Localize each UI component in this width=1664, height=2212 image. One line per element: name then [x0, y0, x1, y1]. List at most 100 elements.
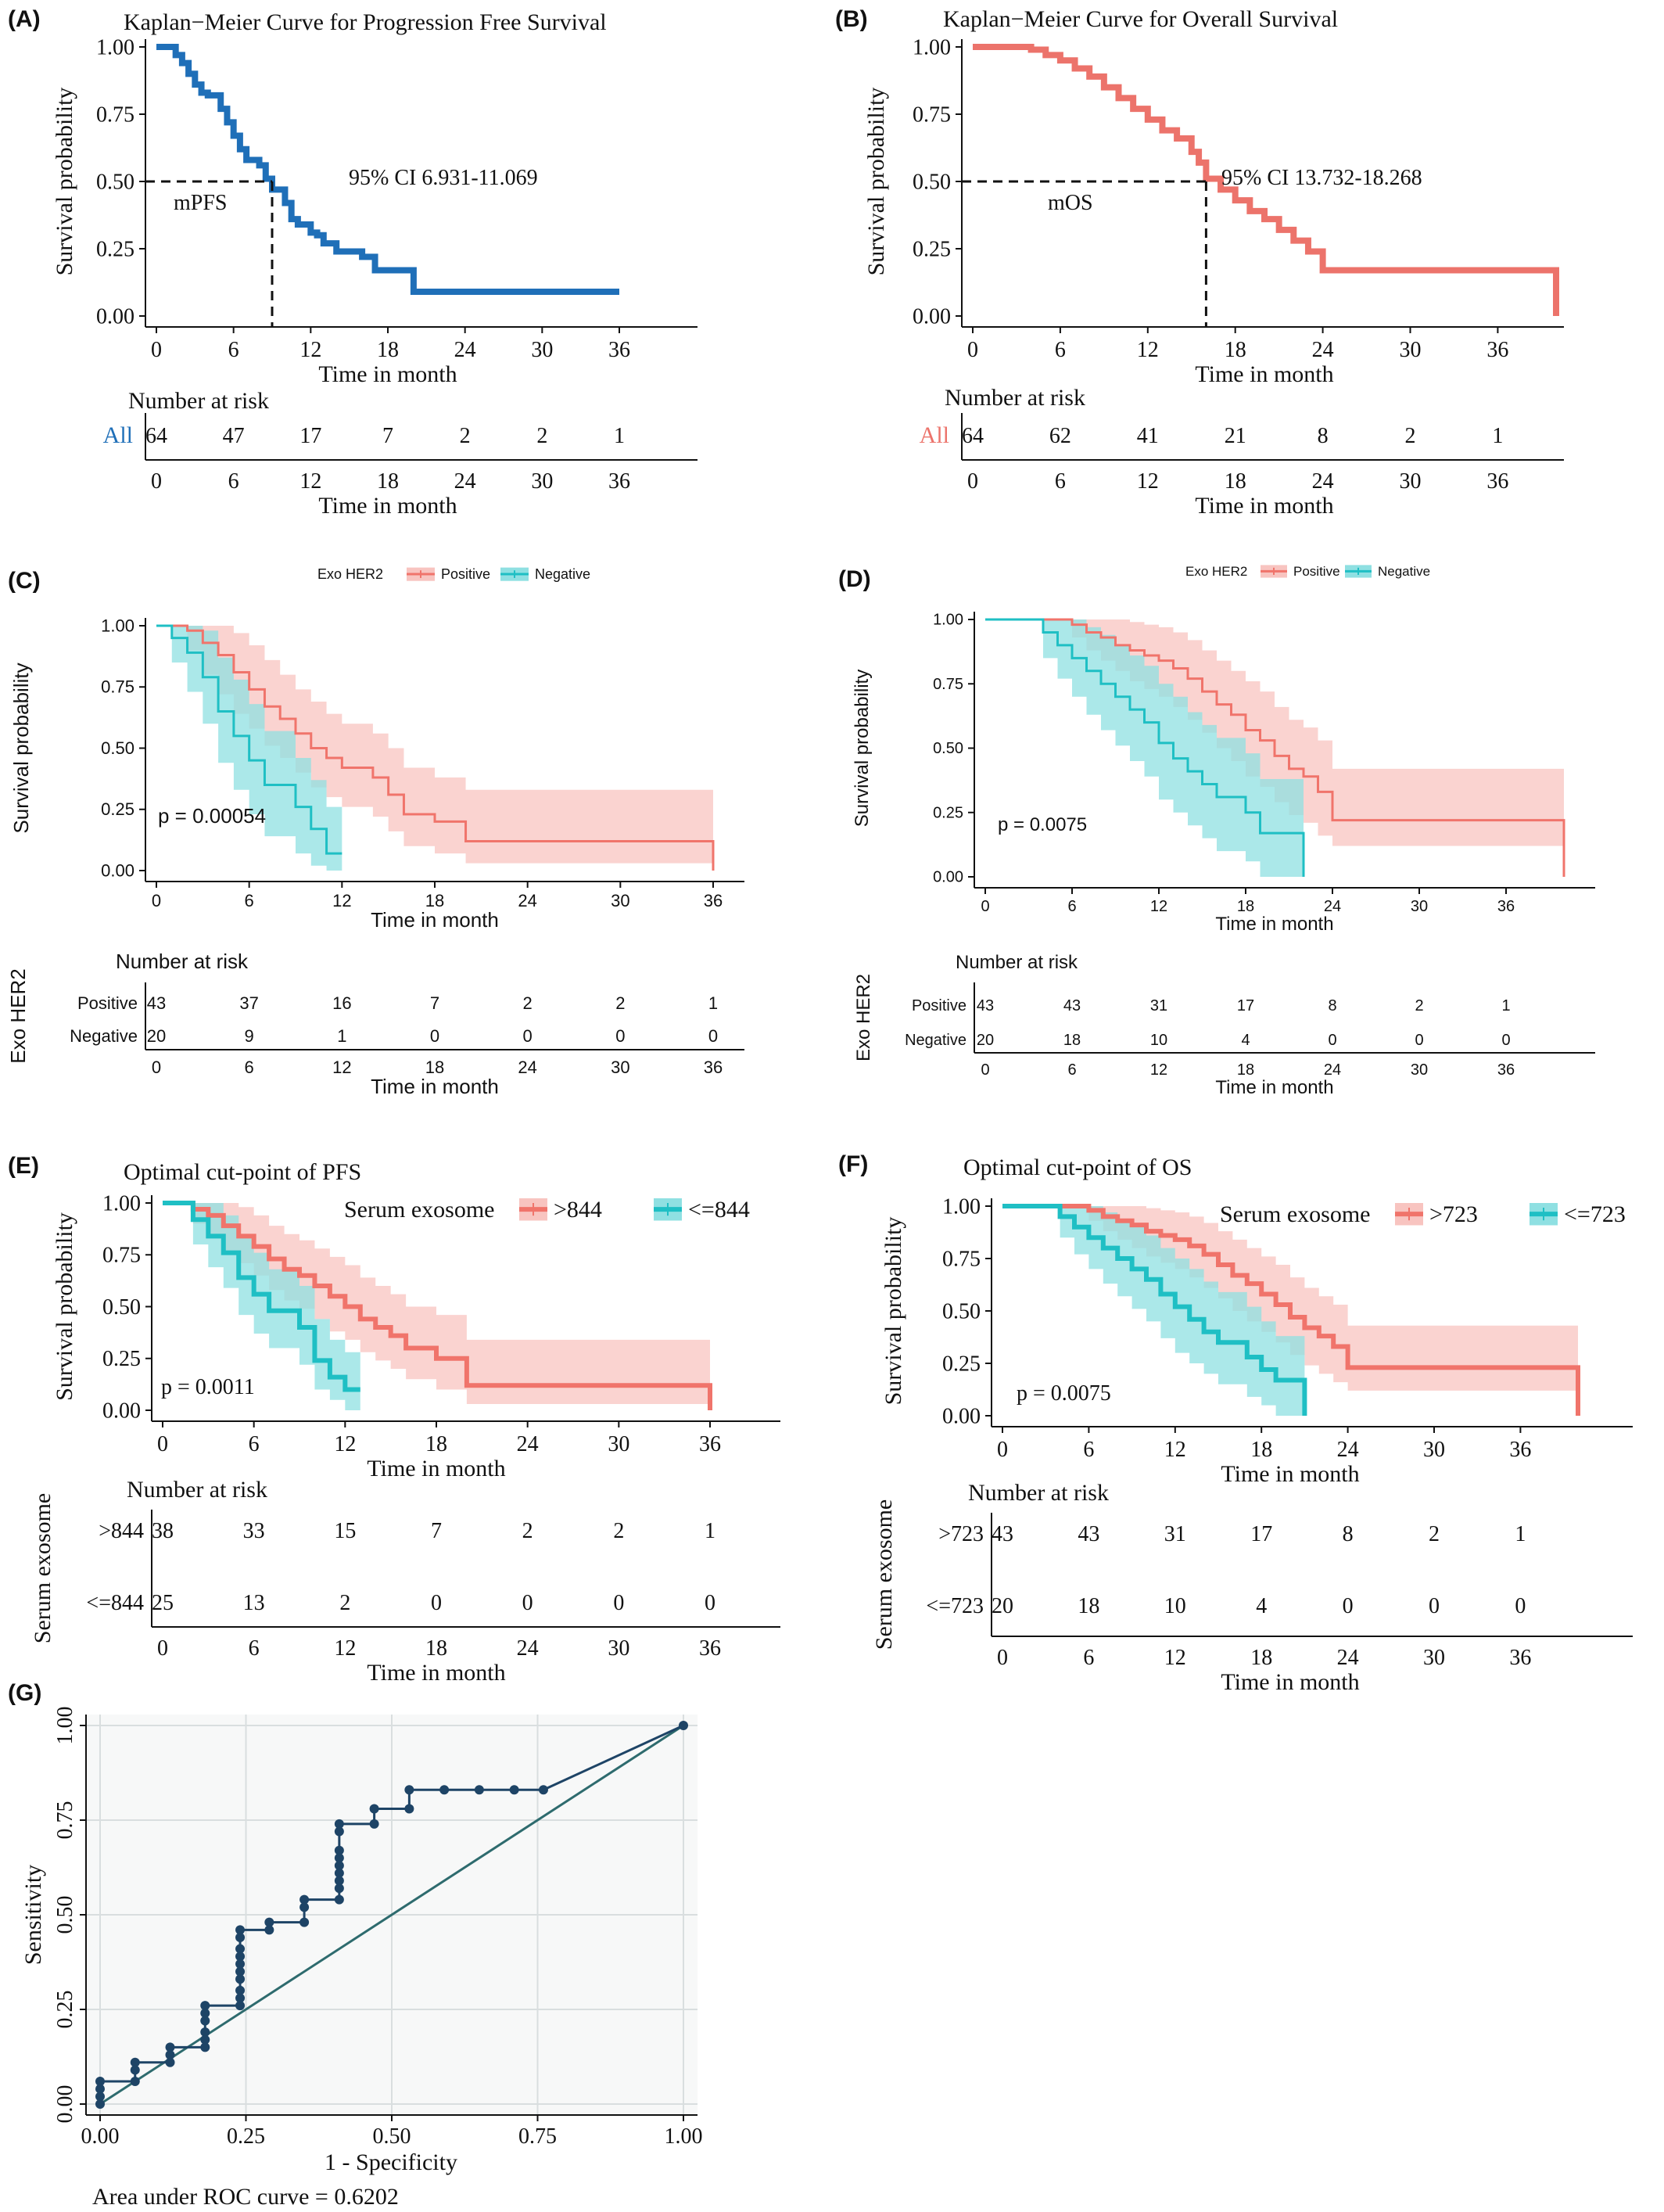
risk-table-title: Number at risk: [945, 385, 1085, 411]
risk-time-label: 12: [1137, 469, 1159, 494]
roc-point: [299, 1894, 310, 1905]
risk-time-label: 36: [704, 1058, 723, 1077]
y-tick-label: 0.00: [101, 860, 134, 880]
roc-point: [334, 1853, 344, 1863]
risk-time-label: 36: [1497, 1061, 1515, 1079]
x-tick-label: 24: [1312, 338, 1334, 362]
survival-curve-all_pfs: [156, 44, 619, 296]
panel-c: (C) Exo HER2 Positive Negative 0.00 0.25 0.50 0…: [6, 566, 744, 1098]
x-tick-label: 0: [997, 1438, 1008, 1462]
risk-time-label: 30: [1400, 469, 1422, 494]
risk-count: 1: [705, 1519, 715, 1543]
roc-point: [235, 1959, 246, 1969]
survival-curve-pos: [163, 1201, 712, 1410]
y-tick-label: 0.75: [913, 102, 951, 127]
x-tick-label: 0: [981, 898, 989, 915]
panel-e: (E) Optimal cut-point of PFS Serum exosome…: [8, 1153, 780, 1686]
survival-curve-pos: [156, 624, 715, 871]
p-value: p = 0.00054: [158, 804, 266, 828]
risk-count: 8: [1328, 997, 1336, 1014]
risk-count: 20: [977, 1032, 994, 1049]
risk-count: 2: [1405, 424, 1416, 448]
roc-point: [235, 2001, 246, 2011]
roc-point: [334, 1883, 344, 1894]
chart-title: Kaplan−Meier Curve for Progression Free …: [124, 9, 607, 35]
y-tick-label: 0.00: [913, 304, 951, 329]
risk-count: 21: [1225, 424, 1246, 448]
risk-count: 0: [1343, 1594, 1354, 1618]
x-tick-label: 30: [531, 338, 553, 362]
y-tick-label: 0.75: [933, 676, 963, 693]
roc-point: [200, 2016, 210, 2026]
risk-row-label: Negative: [70, 1026, 138, 1046]
x-tick-label: 18: [1237, 898, 1254, 915]
y-axis-label: Survival probability: [852, 670, 873, 827]
roc-point: [235, 1966, 246, 1977]
x-tick-label: 12: [299, 338, 321, 362]
chart-title: Kaplan−Meier Curve for Overall Survival: [943, 6, 1338, 32]
risk-count: 0: [1515, 1594, 1526, 1618]
risk-count: 2: [522, 1519, 533, 1543]
survival-curve-neg: [163, 1201, 360, 1392]
risk-count: 1: [1515, 1522, 1526, 1546]
risk-time-label: 18: [1250, 1646, 1272, 1670]
x-tick-label: 12: [332, 891, 351, 910]
risk-count: 0: [523, 1026, 533, 1046]
y-tick-label: 0.00: [102, 1399, 141, 1423]
roc-point: [334, 1845, 344, 1855]
ci-band-neg: [1002, 1206, 1305, 1416]
x-tick-label: 30: [1423, 1438, 1445, 1462]
risk-time-label: 6: [1055, 469, 1066, 494]
risk-count: 31: [1164, 1522, 1186, 1546]
roc-point: [235, 1944, 246, 1954]
x-tick-label: 24: [518, 891, 536, 910]
ci-band-pos: [163, 1203, 710, 1410]
x-axis-label: Time in month: [318, 361, 457, 387]
risk-count: 64: [145, 424, 167, 448]
roc-point: [235, 1985, 246, 1995]
risk-count: 0: [613, 1591, 624, 1615]
risk-time-label: 12: [1150, 1061, 1167, 1079]
risk-count: 2: [1429, 1522, 1440, 1546]
x-tick-label: 12: [1164, 1438, 1186, 1462]
risk-count: 17: [299, 424, 321, 448]
x-tick-label: 18: [425, 1432, 447, 1456]
risk-count: 13: [243, 1591, 265, 1615]
legend-title: Serum exosome: [344, 1197, 494, 1223]
risk-time-label: 18: [425, 1058, 444, 1077]
survival-curve-pos: [1002, 1204, 1580, 1416]
y-tick-label: 0.00: [933, 869, 963, 886]
risk-time-label: 0: [981, 1061, 989, 1079]
x-axis-label: Time in month: [1221, 1461, 1359, 1487]
risk-group-label: All: [920, 422, 949, 448]
risk-row-label: <=723: [926, 1594, 984, 1618]
roc-point: [130, 2076, 140, 2086]
y-tick-label: 0.75: [102, 1244, 141, 1268]
x-axis-label: Time in month: [1195, 361, 1333, 387]
roc-point: [264, 1925, 274, 1935]
roc-point: [369, 1804, 379, 1814]
risk-row-label: >844: [99, 1519, 144, 1543]
x-tick-label: 24: [454, 338, 476, 362]
y-tick-label: 0.75: [101, 677, 134, 697]
survival-curve-neg: [1002, 1204, 1307, 1416]
risk-count: 0: [430, 1026, 439, 1046]
y-tick-label: 1.00: [942, 1194, 981, 1219]
risk-time-label: 6: [249, 1636, 260, 1661]
legend-title: Exo HER2: [1185, 564, 1247, 579]
legend-label-pos: Positive: [441, 566, 490, 582]
roc-point: [334, 1868, 344, 1878]
risk-count: 38: [152, 1519, 174, 1543]
legend-label-neg: <=723: [1564, 1201, 1626, 1227]
panel-f: (F) Optimal cut-point of OS Serum exosome >…: [838, 1151, 1633, 1695]
p-value: p = 0.0075: [1017, 1381, 1111, 1406]
legend-label-pos: Positive: [1293, 564, 1340, 579]
roc-point: [165, 2057, 175, 2067]
risk-time-label: 36: [1509, 1646, 1531, 1670]
x-tick-label: 0.75: [518, 2124, 557, 2149]
risk-count: 43: [992, 1522, 1013, 1546]
risk-count: 0: [708, 1026, 718, 1046]
risk-time-label: 6: [1083, 1646, 1094, 1670]
reference-diagonal: [99, 1724, 684, 2106]
legend-label-pos: >844: [554, 1197, 602, 1223]
